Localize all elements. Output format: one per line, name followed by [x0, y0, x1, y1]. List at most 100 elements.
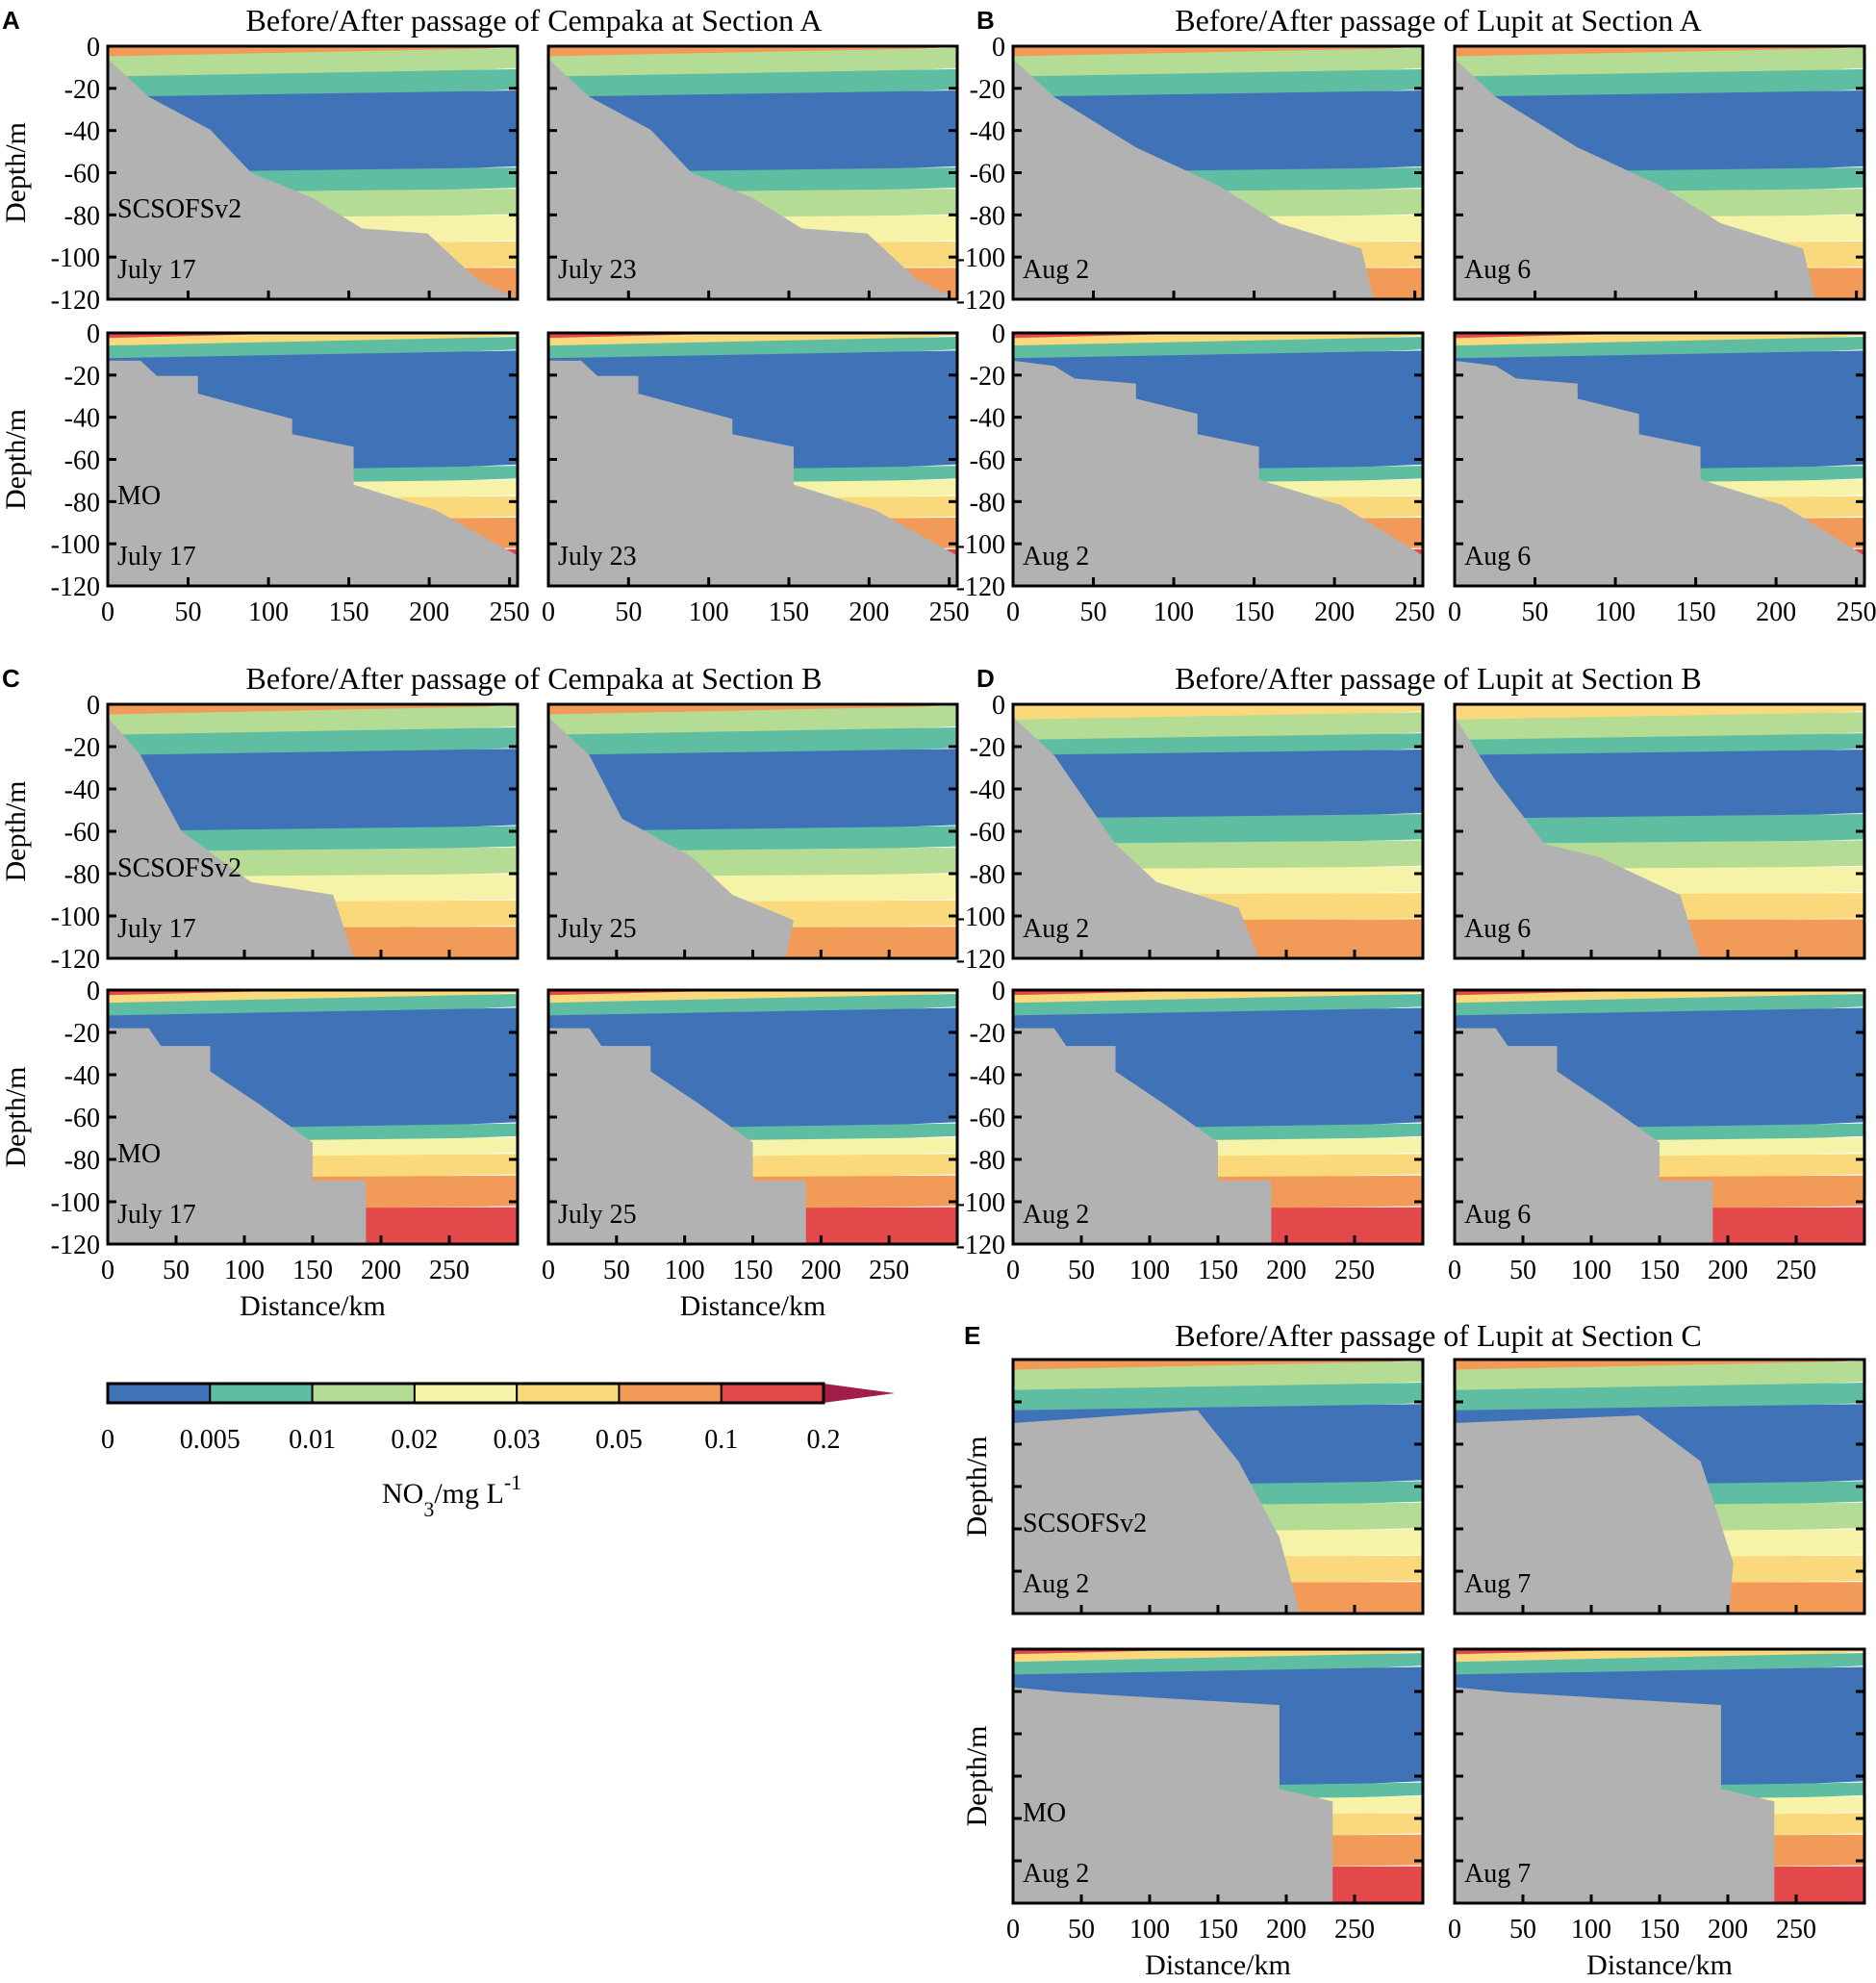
ytick-label: -100	[956, 1188, 1005, 1218]
xtick-label: 100	[224, 1256, 265, 1285]
model-label: MO	[117, 481, 161, 511]
xtick-label: 150	[1198, 1256, 1238, 1285]
y-axis-label: Depth/m	[0, 1067, 32, 1168]
ytick-label: -100	[956, 243, 1005, 273]
xtick-label: 150	[1676, 597, 1716, 627]
ytick-label: -20	[970, 1019, 1005, 1049]
xtick-label: 150	[1198, 1915, 1238, 1945]
xtick-label: 100	[248, 597, 289, 627]
x-axis-label: Distance/km	[1145, 1949, 1291, 1981]
ytick-label: -60	[970, 818, 1005, 848]
ytick-label: -40	[970, 404, 1005, 434]
ytick-label: -120	[51, 286, 100, 316]
ytick-label: -100	[51, 243, 100, 273]
ytick-label: -100	[51, 903, 100, 932]
xtick-label: 100	[1129, 1915, 1170, 1945]
date-label: July 25	[558, 914, 637, 944]
ytick-label: 0	[992, 977, 1005, 1006]
ytick-label: -40	[64, 775, 100, 805]
ytick-label: 0	[87, 691, 100, 721]
panel-letter-D: D	[976, 664, 995, 693]
ytick-label: -20	[970, 75, 1005, 105]
x-axis-label: Distance/km	[1586, 1949, 1733, 1981]
seabed-B-1	[1013, 59, 1423, 299]
date-label: July 17	[117, 542, 196, 572]
xtick-label: 200	[1266, 1256, 1306, 1285]
y-axis-label: Depth/m	[0, 781, 32, 882]
seabed-B-3	[1013, 360, 1423, 586]
ytick-label: -120	[51, 1231, 100, 1260]
colorbar-tick-label: 0.05	[596, 1425, 643, 1455]
seabed-C-2	[548, 717, 957, 958]
ytick-label: -40	[64, 1061, 100, 1091]
ytick-label: 0	[992, 33, 1005, 63]
seabed-D-1	[1013, 717, 1423, 958]
xtick-label: 250	[1334, 1915, 1375, 1945]
colorbar-bin-0.02	[414, 1384, 518, 1403]
ytick-label: -80	[64, 1146, 100, 1176]
colorbar-bin-0.03	[517, 1384, 620, 1403]
xtick-label: 200	[849, 597, 889, 627]
ytick-label: -60	[64, 160, 100, 190]
ytick-label: -60	[64, 446, 100, 476]
date-label: Aug 2	[1023, 1569, 1089, 1599]
nitrate-band-0.005-0.01	[1455, 813, 1864, 851]
date-label: Aug 6	[1464, 255, 1531, 285]
ytick-label: -80	[970, 860, 1005, 890]
model-label: SCSOFSv2	[117, 194, 241, 224]
seabed-D-3	[1013, 1028, 1423, 1244]
xtick-label: 100	[1571, 1256, 1611, 1285]
xtick-label: 150	[329, 597, 369, 627]
seabed-A-3	[108, 360, 518, 586]
seabed-A-4	[548, 360, 957, 586]
ytick-label: -80	[64, 860, 100, 890]
colorbar-bin-0.005	[210, 1384, 313, 1403]
xtick-label: 0	[1448, 1915, 1461, 1945]
xtick-label: 50	[1522, 597, 1549, 627]
xtick-label: 100	[1153, 597, 1194, 627]
xtick-label: 200	[1266, 1915, 1306, 1945]
nitrate-band-0-0.005	[548, 749, 957, 840]
colorbar-tick-label: 0.2	[807, 1425, 841, 1455]
ytick-label: -60	[64, 818, 100, 848]
xtick-label: 50	[603, 1256, 630, 1285]
y-axis-label: Depth/m	[961, 1436, 993, 1538]
xtick-label: 200	[1756, 597, 1796, 627]
xtick-label: 150	[733, 1256, 773, 1285]
seabed-E-4	[1455, 1687, 1864, 1903]
y-axis-label: Depth/m	[0, 122, 32, 223]
ytick-label: -60	[970, 1104, 1005, 1133]
seabed-A-1	[108, 59, 518, 299]
ytick-label: -20	[970, 362, 1005, 392]
ytick-label: -80	[64, 201, 100, 231]
xtick-label: 150	[292, 1256, 333, 1285]
colorbar-tick-label: 0.03	[494, 1425, 541, 1455]
xtick-label: 0	[542, 1256, 555, 1285]
xtick-label: 50	[1509, 1915, 1536, 1945]
xtick-label: 0	[1448, 597, 1461, 627]
model-label: SCSOFSv2	[117, 853, 241, 883]
ytick-label: -120	[51, 945, 100, 975]
panel-letter-E: E	[964, 1321, 980, 1350]
date-label: Aug 2	[1023, 542, 1089, 572]
date-label: July 17	[117, 1200, 196, 1230]
group-title-E: Before/After passage of Lupit at Section…	[1175, 1318, 1701, 1353]
model-label: MO	[117, 1139, 161, 1169]
xtick-label: 0	[1006, 1915, 1020, 1945]
xtick-label: 250	[1334, 1256, 1375, 1285]
xtick-label: 200	[1708, 1915, 1748, 1945]
colorbar-tick-label: 0.02	[391, 1425, 438, 1455]
colorbar-tick-label: 0.1	[704, 1425, 738, 1455]
ytick-label: -40	[970, 117, 1005, 147]
xtick-label: 50	[1068, 1256, 1095, 1285]
seabed-B-4	[1455, 360, 1864, 586]
xtick-label: 250	[1776, 1256, 1816, 1285]
date-label: July 23	[558, 255, 637, 285]
colorbar-extend-arrow	[824, 1384, 895, 1403]
xtick-label: 100	[665, 1256, 705, 1285]
ytick-label: -120	[956, 572, 1005, 602]
xtick-label: 200	[800, 1256, 841, 1285]
text-layer: A Before/After passage of Cempaka at Sect…	[0, 3, 1876, 1981]
group-title-A: Before/After passage of Cempaka at Secti…	[246, 3, 823, 38]
xtick-label: 200	[409, 597, 449, 627]
